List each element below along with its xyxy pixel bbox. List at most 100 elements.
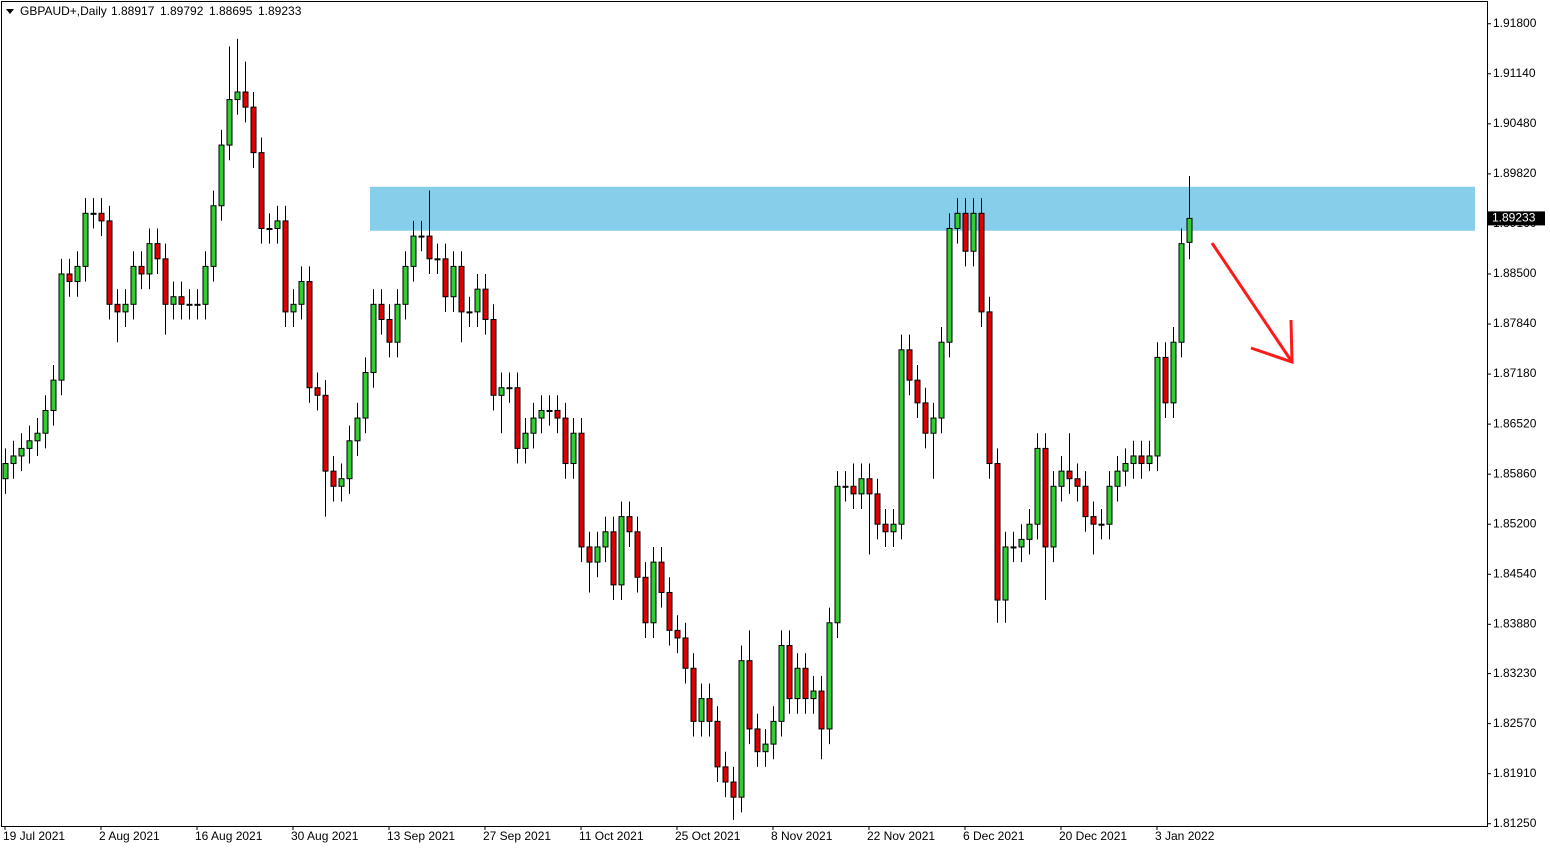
candle-body [282, 220, 289, 313]
candle-body [682, 637, 689, 669]
axis-layer: 1.918001.911401.904801.898201.891601.885… [3, 16, 1545, 843]
candle-body [1130, 455, 1137, 465]
y-tick-label: 1.84540 [1493, 566, 1537, 580]
candle-body [490, 318, 497, 396]
y-tick-label: 1.87180 [1493, 366, 1537, 380]
candle-body [1090, 516, 1097, 525]
candle-body [762, 743, 769, 753]
candle-body [1146, 455, 1153, 465]
candle-body [610, 531, 617, 586]
candle-body [186, 303, 193, 306]
candle-body [650, 561, 657, 624]
x-tick-label: 11 Oct 2021 [579, 829, 644, 843]
candle-body [1066, 470, 1073, 480]
candle-body [626, 516, 633, 533]
candle-body [346, 440, 353, 480]
candle-body [738, 660, 745, 798]
menu-triangle[interactable] [6, 9, 14, 14]
candle-body [330, 470, 337, 487]
candle-body [1010, 546, 1017, 549]
candle-body [1162, 356, 1169, 404]
y-tick-label: 1.81910 [1493, 766, 1537, 780]
candle-body [474, 288, 481, 313]
candle-body [1122, 463, 1129, 472]
candle-body [834, 485, 841, 624]
candle-body [1114, 470, 1121, 487]
candle-body [1098, 523, 1105, 526]
candle-body [962, 212, 969, 252]
candle-body [434, 258, 441, 261]
y-tick-label: 1.81250 [1493, 816, 1537, 830]
candle-body [90, 212, 97, 215]
candle-body [698, 698, 705, 722]
candle-body [994, 463, 1001, 601]
header: GBPAUD+,Daily 1.88917 1.89792 1.88695 1.… [6, 4, 302, 18]
candle-body [898, 349, 905, 525]
candle-body [570, 432, 577, 465]
candle-body [978, 212, 985, 313]
y-tick-label: 1.85860 [1493, 466, 1537, 480]
resistance-zone [370, 186, 1475, 231]
x-tick-label: 25 Oct 2021 [675, 829, 741, 843]
x-tick-label: 16 Aug 2021 [195, 829, 263, 843]
candle-body [794, 667, 801, 700]
candle-body [386, 318, 393, 343]
candle-body [1186, 217, 1193, 243]
candle-body [138, 265, 145, 275]
candle-body [658, 561, 665, 593]
candle-body [730, 781, 737, 798]
candle-body [114, 303, 121, 313]
candle-body [1082, 485, 1089, 518]
candle-layer [2, 38, 1193, 820]
candle-body [394, 303, 401, 343]
candle-body [1058, 470, 1065, 487]
candle-body [178, 296, 185, 305]
x-tick-label: 8 Nov 2021 [771, 829, 833, 843]
y-tick-label: 1.89820 [1493, 166, 1537, 180]
candle-body [234, 91, 241, 101]
candle-body [1170, 341, 1177, 404]
candle-body [754, 728, 761, 753]
candle-body [458, 265, 465, 313]
candle-body [1154, 356, 1161, 457]
candle-body [266, 227, 273, 230]
candle-body [1178, 243, 1185, 343]
high-label: 1.89792 [160, 4, 204, 18]
candle-body [482, 288, 489, 320]
candle-body [706, 698, 713, 722]
candle-body [818, 690, 825, 730]
candle-body [402, 265, 409, 305]
candle-body [858, 478, 865, 495]
candle-body [906, 349, 913, 381]
candle-body [514, 387, 521, 449]
candle-body [202, 265, 209, 305]
x-tick-label: 30 Aug 2021 [291, 829, 359, 843]
candle-body [106, 220, 113, 305]
candle-body [850, 485, 857, 495]
candle-body [466, 311, 473, 314]
candle-body [1050, 485, 1057, 548]
candle-body [98, 212, 105, 222]
candle-body [42, 409, 49, 434]
candle-body [410, 235, 417, 267]
trend-arrow [1210, 242, 1294, 365]
candle-body [826, 622, 833, 730]
candle-body [914, 379, 921, 404]
candle-body [322, 394, 329, 472]
candle-body [450, 265, 457, 298]
candle-body [890, 523, 897, 533]
candle-body [1002, 546, 1009, 601]
candle-body [746, 660, 753, 730]
open-label: 1.88917 [111, 4, 155, 18]
y-tick-label: 1.91800 [1493, 16, 1537, 30]
x-tick-label: 27 Sep 2021 [483, 829, 551, 843]
candle-body [74, 265, 81, 283]
candle-body [666, 591, 673, 631]
candle-body [154, 243, 161, 260]
x-tick-label: 19 Jul 2021 [3, 829, 65, 843]
candle-body [298, 281, 305, 305]
candle-body [554, 409, 561, 419]
candle-body [338, 478, 345, 487]
arrow-head [1250, 319, 1294, 365]
